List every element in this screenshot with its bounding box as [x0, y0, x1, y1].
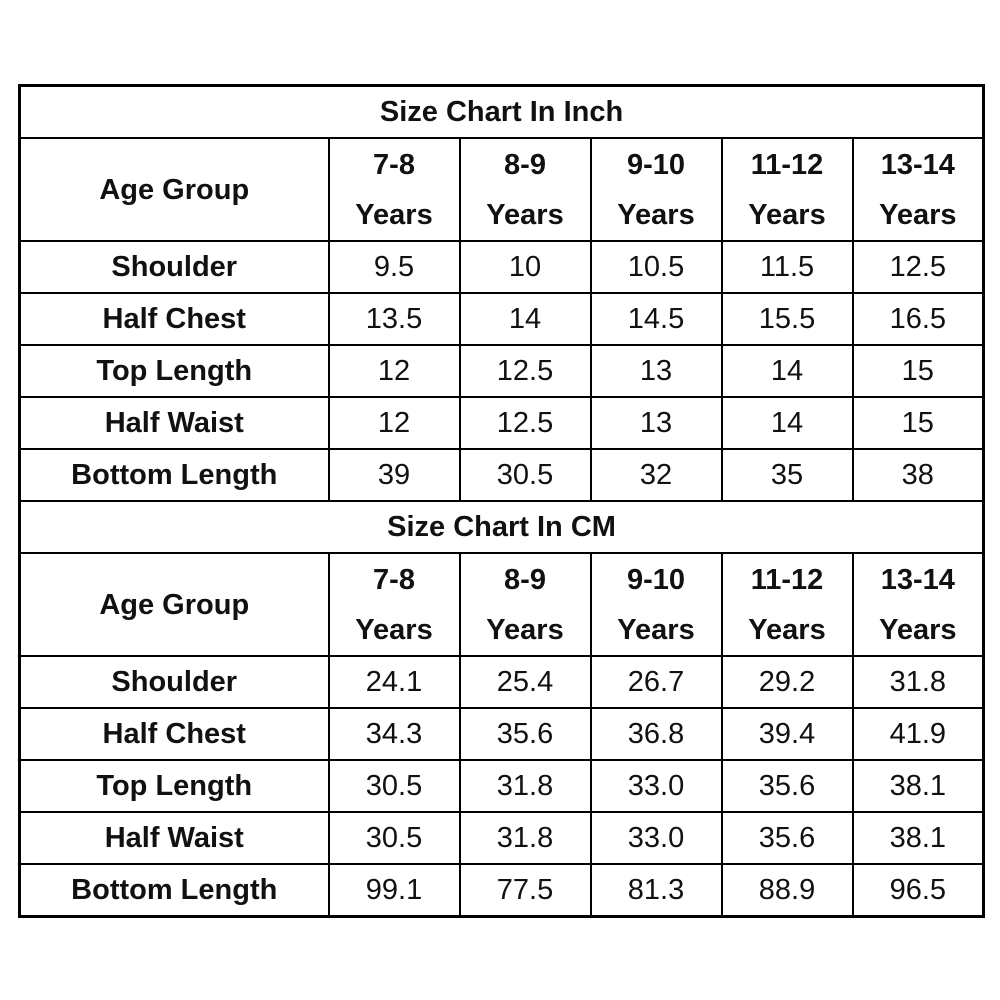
value-cell: 81.3: [589, 863, 723, 918]
header-cell: 9-10 Years: [589, 137, 723, 242]
title-row: Size Chart In Inch: [18, 84, 985, 139]
data-row: Top Length 30.5 31.8 33.0 35.6 38.1: [18, 759, 985, 813]
value-cell: 96.5: [851, 863, 985, 918]
value-cell: 12.5: [458, 344, 592, 398]
value-cell: 32: [589, 448, 723, 502]
value-cell: 12: [327, 396, 461, 450]
value-cell: 9.5: [327, 240, 461, 294]
data-row: Bottom Length 39 30.5 32 35 38: [18, 448, 985, 502]
data-row: Half Waist 30.5 31.8 33.0 35.6 38.1: [18, 811, 985, 865]
value-cell: 77.5: [458, 863, 592, 918]
value-cell: 30.5: [327, 759, 461, 813]
header-row: Age Group 7-8 Years 8-9 Years 9-10 Years 11-…: [18, 552, 985, 657]
header-label: Age Group: [18, 137, 330, 242]
title-row: Size Chart In CM: [18, 500, 985, 554]
value-cell: 30.5: [458, 448, 592, 502]
row-label: Shoulder: [18, 655, 330, 709]
value-cell: 39: [327, 448, 461, 502]
value-cell: 10: [458, 240, 592, 294]
value-cell: 25.4: [458, 655, 592, 709]
header-row: Age Group 7-8 Years 8-9 Years 9-10 Years 11-…: [18, 137, 985, 242]
header-cell: 11-12 Years: [720, 552, 854, 657]
value-cell: 14: [720, 396, 854, 450]
value-cell: 26.7: [589, 655, 723, 709]
value-cell: 13: [589, 396, 723, 450]
value-cell: 35.6: [458, 707, 592, 761]
value-cell: 31.8: [458, 759, 592, 813]
header-cell: 11-12 Years: [720, 137, 854, 242]
header-cell: 13-14 Years: [851, 552, 985, 657]
header-cell: 8-9 Years: [458, 137, 592, 242]
table-title: Size Chart In CM: [18, 500, 985, 554]
header-cell: 7-8 Years: [327, 137, 461, 242]
value-cell: 41.9: [851, 707, 985, 761]
row-label: Half Chest: [18, 292, 330, 346]
data-row: Shoulder 9.5 10 10.5 11.5 12.5: [18, 240, 985, 294]
value-cell: 38: [851, 448, 985, 502]
value-cell: 33.0: [589, 811, 723, 865]
value-cell: 88.9: [720, 863, 854, 918]
data-row: Half Chest 34.3 35.6 36.8 39.4 41.9: [18, 707, 985, 761]
value-cell: 15: [851, 396, 985, 450]
value-cell: 33.0: [589, 759, 723, 813]
data-row: Bottom Length 99.1 77.5 81.3 88.9 96.5: [18, 863, 985, 918]
header-label: Age Group: [18, 552, 330, 657]
row-label: Shoulder: [18, 240, 330, 294]
value-cell: 13.5: [327, 292, 461, 346]
value-cell: 14: [458, 292, 592, 346]
value-cell: 38.1: [851, 759, 985, 813]
value-cell: 16.5: [851, 292, 985, 346]
data-row: Shoulder 24.1 25.4 26.7 29.2 31.8: [18, 655, 985, 709]
row-label: Bottom Length: [18, 448, 330, 502]
header-cell: 13-14 Years: [851, 137, 985, 242]
table-body: Size Chart In Inch Age Group 7-8 Years 8-9 …: [18, 84, 985, 918]
value-cell: 29.2: [720, 655, 854, 709]
value-cell: 14: [720, 344, 854, 398]
value-cell: 11.5: [720, 240, 854, 294]
table-title: Size Chart In Inch: [18, 84, 985, 139]
value-cell: 99.1: [327, 863, 461, 918]
row-label: Top Length: [18, 344, 330, 398]
value-cell: 24.1: [327, 655, 461, 709]
value-cell: 10.5: [589, 240, 723, 294]
header-cell: 9-10 Years: [589, 552, 723, 657]
value-cell: 36.8: [589, 707, 723, 761]
value-cell: 31.8: [458, 811, 592, 865]
value-cell: 14.5: [589, 292, 723, 346]
size-chart: Size Chart In Inch Age Group 7-8 Years 8-9 …: [18, 84, 986, 918]
value-cell: 15.5: [720, 292, 854, 346]
value-cell: 34.3: [327, 707, 461, 761]
data-row: Half Chest 13.5 14 14.5 15.5 16.5: [18, 292, 985, 346]
value-cell: 12.5: [851, 240, 985, 294]
header-cell: 7-8 Years: [327, 552, 461, 657]
value-cell: 13: [589, 344, 723, 398]
value-cell: 12.5: [458, 396, 592, 450]
data-row: Half Waist 12 12.5 13 14 15: [18, 396, 985, 450]
value-cell: 38.1: [851, 811, 985, 865]
value-cell: 35.6: [720, 811, 854, 865]
value-cell: 12: [327, 344, 461, 398]
value-cell: 39.4: [720, 707, 854, 761]
row-label: Half Chest: [18, 707, 330, 761]
value-cell: 35.6: [720, 759, 854, 813]
data-row: Top Length 12 12.5 13 14 15: [18, 344, 985, 398]
header-cell: 8-9 Years: [458, 552, 592, 657]
row-label: Bottom Length: [18, 863, 330, 918]
value-cell: 31.8: [851, 655, 985, 709]
row-label: Half Waist: [18, 811, 330, 865]
value-cell: 15: [851, 344, 985, 398]
row-label: Half Waist: [18, 396, 330, 450]
value-cell: 35: [720, 448, 854, 502]
row-label: Top Length: [18, 759, 330, 813]
value-cell: 30.5: [327, 811, 461, 865]
